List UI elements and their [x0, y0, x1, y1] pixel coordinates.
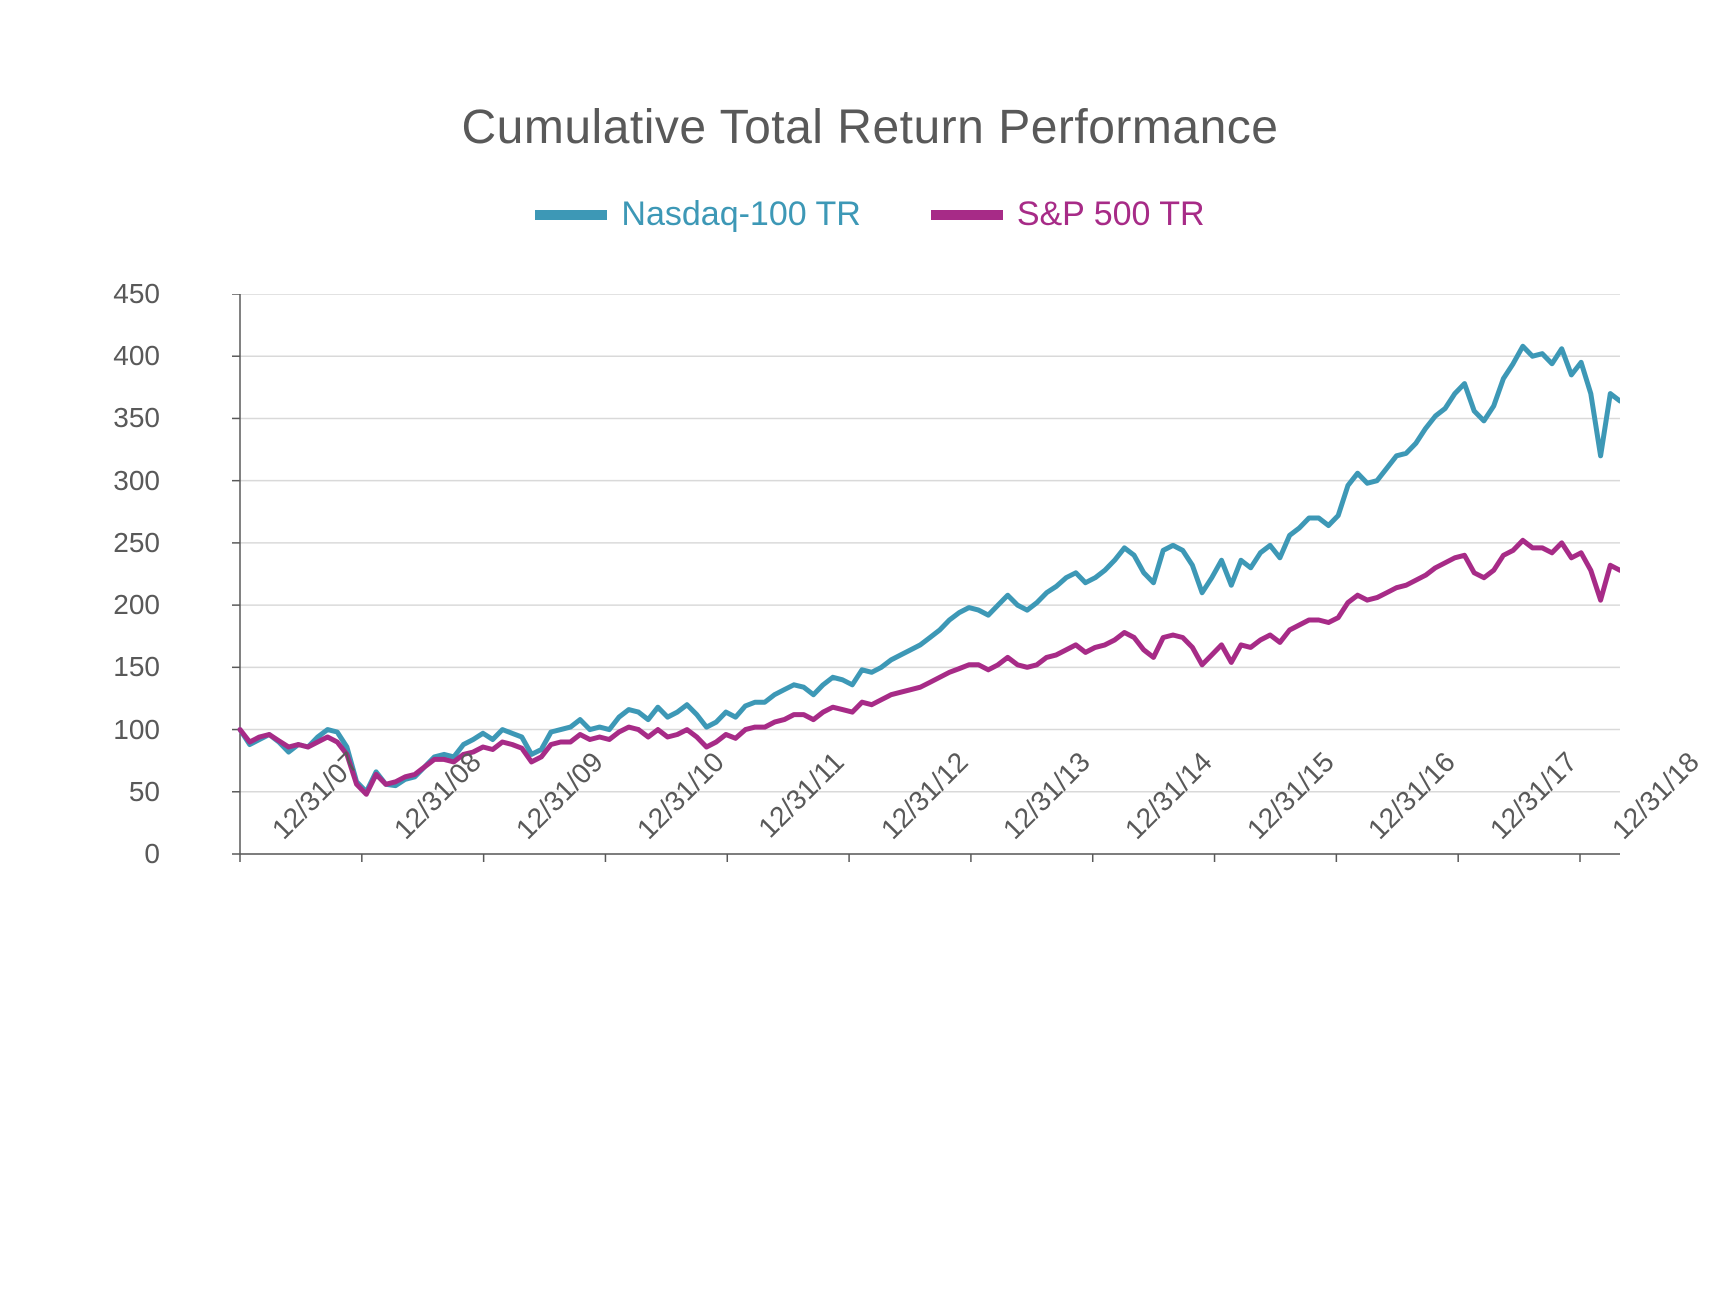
- y-tick-label: 450: [113, 278, 160, 310]
- chart-title: Cumulative Total Return Performance: [120, 100, 1620, 155]
- y-tick-label: 400: [113, 340, 160, 372]
- x-tick-label: 12/31/14: [1119, 746, 1219, 846]
- legend-swatch-sp500: [931, 210, 1003, 220]
- x-tick-label: 12/31/17: [1484, 746, 1584, 846]
- y-tick-label: 0: [144, 838, 160, 870]
- y-tick-label: 350: [113, 402, 160, 434]
- x-tick-label: 12/31/13: [997, 746, 1097, 846]
- y-tick-label: 250: [113, 527, 160, 559]
- x-tick-label: 12/31/07: [266, 746, 366, 846]
- legend: Nasdaq-100 TR S&P 500 TR: [120, 195, 1620, 234]
- x-tick-label: 12/31/11: [753, 746, 851, 844]
- legend-label-sp500: S&P 500 TR: [1017, 195, 1205, 234]
- legend-item-nasdaq: Nasdaq-100 TR: [535, 195, 860, 234]
- x-tick-label: 12/31/09: [510, 746, 610, 846]
- x-tick-label: 12/31/12: [875, 746, 975, 846]
- legend-swatch-nasdaq: [535, 210, 607, 220]
- x-tick-label: 12/31/16: [1362, 746, 1462, 846]
- x-tick-label: 12/31/08: [388, 746, 488, 846]
- x-tick-label: 12/31/18: [1606, 746, 1706, 846]
- y-tick-label: 150: [113, 651, 160, 683]
- plot-area: 050100150200250300350400450 12/31/0712/3…: [170, 294, 1620, 874]
- y-tick-label: 300: [113, 465, 160, 497]
- x-axis-labels: 12/31/0712/31/0812/31/0912/31/1012/31/11…: [170, 726, 1620, 896]
- y-tick-label: 100: [113, 714, 160, 746]
- y-tick-label: 50: [129, 776, 160, 808]
- x-tick-label: 12/31/15: [1240, 746, 1340, 846]
- y-tick-label: 200: [113, 589, 160, 621]
- legend-item-sp500: S&P 500 TR: [931, 195, 1205, 234]
- chart-container: Cumulative Total Return Performance Nasd…: [120, 100, 1620, 874]
- x-tick-label: 12/31/10: [631, 746, 731, 846]
- legend-label-nasdaq: Nasdaq-100 TR: [621, 195, 860, 234]
